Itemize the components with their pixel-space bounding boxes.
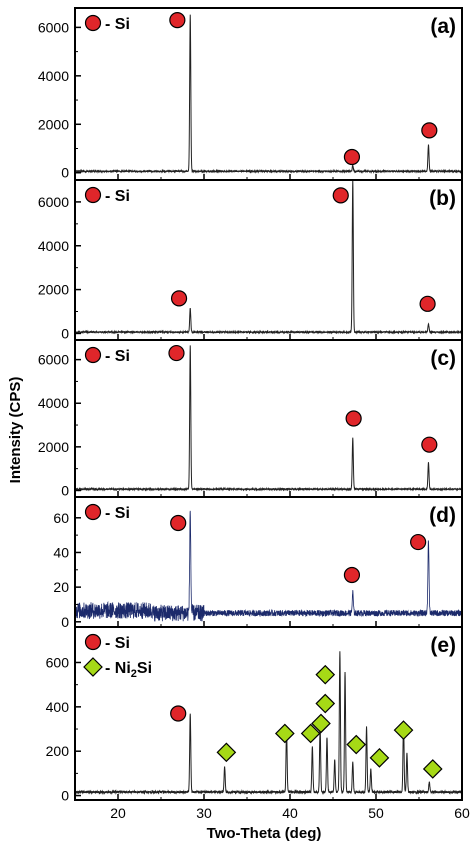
xrd-trace (74, 14, 463, 174)
legend-label: - Si (105, 505, 130, 522)
ni2si-peak-marker (346, 734, 367, 755)
panel-frame (74, 7, 463, 181)
legend-label: - Si (105, 348, 130, 365)
ni2si-peak-marker (274, 723, 295, 744)
xrd-trace (74, 651, 463, 796)
y-tick-label: 40 (53, 544, 69, 560)
x-tick-label: 30 (196, 805, 212, 821)
panel-frame (74, 339, 463, 498)
y-tick-label: 2000 (38, 439, 69, 455)
si-peak-marker (170, 705, 187, 722)
y-tick-label: 6000 (38, 194, 69, 210)
x-tick-label: 50 (368, 805, 384, 821)
xrd-trace (74, 179, 463, 335)
legend-si-marker (84, 346, 102, 364)
x-tick-label: 60 (454, 805, 470, 821)
y-tick-label: 6000 (38, 19, 69, 35)
legend-label: - Si (105, 16, 130, 33)
y-tick-label: 2000 (38, 116, 69, 132)
legend-si-marker (84, 633, 102, 651)
x-tick-labels: 20 30 40 50 60 (110, 805, 470, 821)
xrd-trace (74, 345, 463, 492)
panel-label: (a) (430, 15, 456, 38)
y-tick-label: 400 (46, 699, 70, 715)
panel-label: (d) (429, 504, 456, 527)
y-tick-label: 4000 (38, 238, 69, 254)
si-peak-marker (419, 295, 436, 312)
y-tick-label: 0 (61, 482, 69, 498)
legend-si-marker (84, 503, 102, 521)
ni2si-peak-marker (216, 742, 237, 763)
si-peak-marker (169, 12, 186, 29)
ni2si-peak-marker (311, 713, 331, 734)
y-tick-label: 60 (53, 510, 69, 526)
panel-frame (74, 179, 463, 341)
si-peak-marker (421, 122, 438, 139)
ni2si-peak-marker (315, 664, 336, 685)
y-tick-label: 0 (61, 165, 69, 181)
panel-b: 0 2000 4000 6000 (b) - Si (38, 179, 463, 341)
ni2si-peak-marker (315, 693, 336, 714)
ni2si-peak-marker (369, 748, 390, 768)
panel-label: (c) (430, 347, 456, 370)
legend-label: - Ni2Si (105, 660, 152, 680)
legend-ni2si-marker (83, 657, 103, 677)
legend-label: - Si (105, 188, 130, 205)
panel-d: 0 20 40 60 (d) - Si (53, 496, 463, 630)
ni2si-peak-marker (422, 759, 443, 779)
y-tick-label: 0 (61, 325, 69, 341)
ni2si-peak-marker (300, 723, 321, 744)
panel-c: 0 2000 4000 6000 (c) - Si (38, 339, 463, 498)
si-peak-marker (343, 566, 361, 584)
y-tick-label: 20 (53, 579, 69, 595)
y-tick-label: 0 (61, 788, 69, 804)
y-tick-label: 0 (61, 614, 69, 630)
si-peak-marker (343, 148, 361, 166)
y-tick-label: 4000 (38, 68, 69, 84)
legend-si-marker (84, 186, 102, 204)
y-tick-label: 600 (46, 654, 70, 670)
legend-si-marker (84, 14, 102, 32)
x-axis-label: Two-Theta (deg) (207, 825, 322, 842)
y-tick-label: 200 (46, 743, 70, 759)
si-peak-marker (410, 533, 427, 551)
panel-e: 0 200 400 600 (e) - Si - Ni2Si (46, 626, 463, 804)
si-peak-marker (421, 436, 438, 453)
x-tick-label: 20 (110, 805, 126, 821)
si-peak-marker (170, 290, 188, 307)
si-peak-marker (168, 344, 185, 362)
panel-label: (e) (430, 634, 456, 657)
y-tick-label: 4000 (38, 395, 69, 411)
y-axis-label: Intensity (CPS) (7, 377, 24, 484)
xrd-trace (74, 510, 463, 622)
si-peak-marker (345, 410, 362, 427)
panel-label: (b) (429, 187, 456, 210)
y-tick-label: 2000 (38, 282, 69, 298)
legend-label: - Si (105, 635, 130, 652)
y-tick-label: 6000 (38, 352, 69, 368)
panel-frame (74, 626, 463, 801)
si-peak-marker (170, 514, 187, 532)
si-peak-marker (332, 187, 349, 204)
x-tick-label: 40 (282, 805, 298, 821)
ni2si-peak-marker (393, 720, 414, 740)
panel-a: 0 2000 4000 6000 (a) - Si (38, 7, 463, 181)
